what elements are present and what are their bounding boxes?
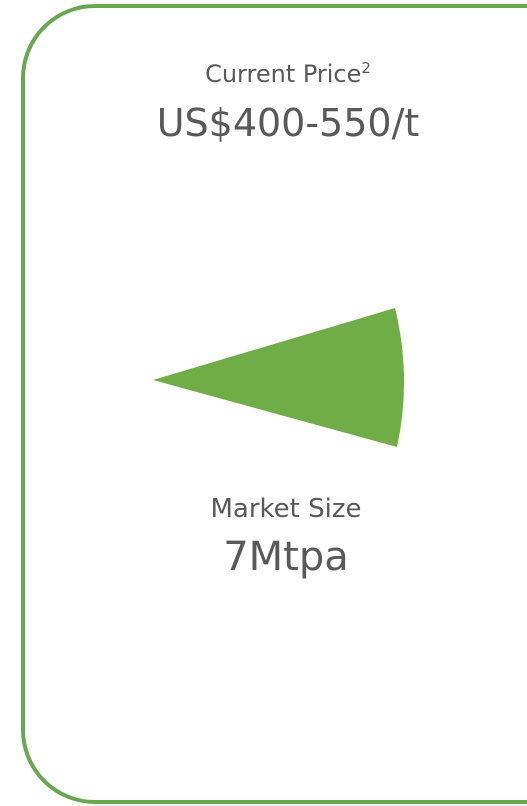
market-label: Market Size [210,494,361,524]
price-label-text: Current Price [205,60,361,88]
market-value: 7Mtpa [223,534,349,580]
pie-wedge [153,308,405,447]
price-value: US$400-550/t [157,101,420,145]
price-label: Current Price2 [205,59,371,88]
footnote-marker: 2 [361,59,371,77]
